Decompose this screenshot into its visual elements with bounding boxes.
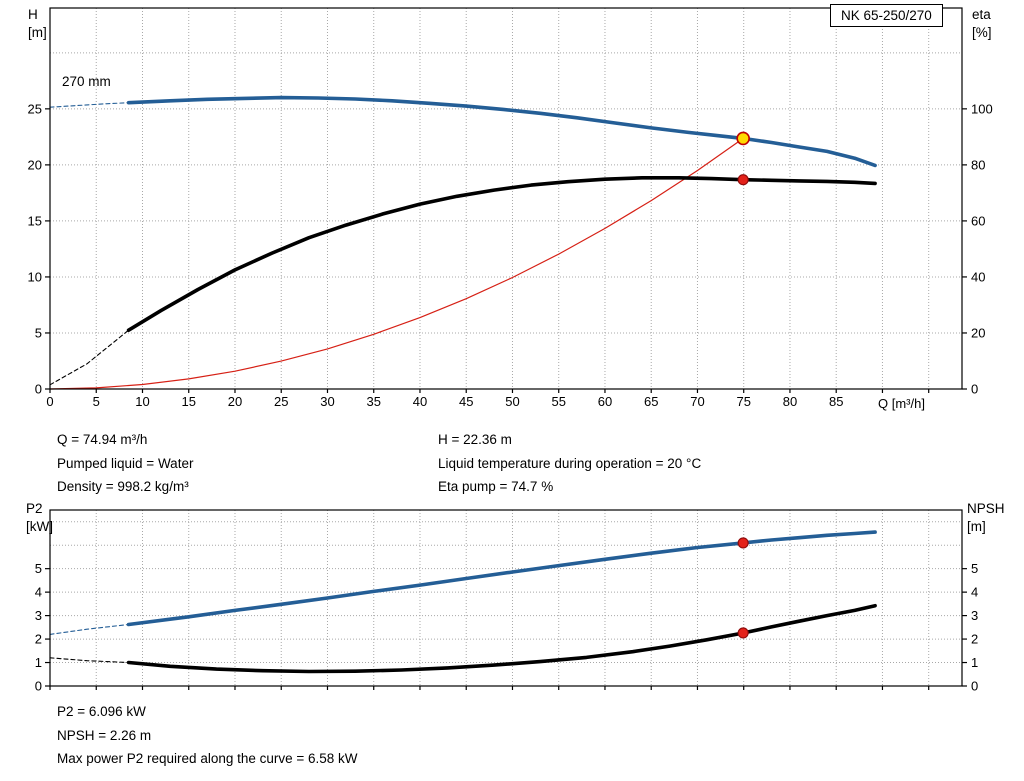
- p2-curve: [126, 530, 877, 627]
- plot-border: [49, 7, 963, 390]
- y-left-tick-label: 10: [28, 269, 42, 284]
- h-axis-label-symbol: H: [28, 7, 38, 22]
- y-left-tick-label: 0: [35, 679, 42, 694]
- y-left-tick-label: 4: [35, 585, 42, 600]
- head-curve-dashed: [49, 102, 130, 108]
- x-tick-label: 55: [551, 394, 565, 409]
- h-axis-label: H [m]: [28, 6, 47, 42]
- y-left-tick-label: 2: [35, 632, 42, 647]
- y-right-tick-label: 1: [971, 655, 978, 670]
- y-right-tick-label: 5: [971, 561, 978, 576]
- pump-type-box: NK 65-250/270: [830, 4, 943, 27]
- x-tick-label: 0: [46, 394, 53, 409]
- eta-duty-point: [737, 174, 749, 186]
- x-tick-label: 65: [644, 394, 658, 409]
- x-tick-label: 45: [459, 394, 473, 409]
- info-density: Density = 998.2 kg/m³: [57, 479, 189, 494]
- system-curve: [49, 137, 744, 390]
- info-eta-pump: Eta pump = 74.7 %: [438, 479, 554, 494]
- impeller-diameter-label: 270 mm: [62, 74, 111, 89]
- x-tick-label: 10: [135, 394, 149, 409]
- npsh-curve-dashed: [49, 657, 130, 664]
- y-left-tick-label: 1: [35, 655, 42, 670]
- y-left-tick-label: 20: [28, 157, 42, 172]
- x-tick-label: 35: [366, 394, 380, 409]
- y-right-tick-label: 60: [971, 213, 985, 228]
- footer-max-power: Max power P2 required along the curve = …: [57, 751, 358, 766]
- eta-curve: [126, 176, 877, 332]
- info-column-left: Q = 74.94 m³/h Pumped liquid = Water Den…: [57, 428, 193, 499]
- eta-axis-label: eta [%]: [972, 6, 992, 42]
- head-curve: [126, 95, 877, 168]
- x-tick-label: 5: [93, 394, 100, 409]
- y-right-tick-label: 40: [971, 269, 985, 284]
- eta-curve-dashed: [49, 329, 130, 386]
- x-tick-label: 15: [182, 394, 196, 409]
- x-tick-label: 40: [413, 394, 427, 409]
- x-tick-label: 85: [829, 394, 843, 409]
- x-tick-label: 25: [274, 394, 288, 409]
- y-right-tick-label: 4: [971, 585, 978, 600]
- info-liquid-temperature: Liquid temperature during operation = 20…: [438, 455, 702, 471]
- y-right-tick-label: 80: [971, 157, 985, 172]
- x-tick-label: 80: [783, 394, 797, 409]
- plot-border: [49, 509, 963, 687]
- p2-curve-dashed: [49, 623, 130, 635]
- info-head: H = 22.36 m: [438, 432, 512, 447]
- y-left-tick-label: 0: [35, 382, 42, 397]
- footer-npsh: NPSH = 2.26 m: [57, 727, 152, 743]
- footer-p2: P2 = 6.096 kW: [57, 704, 146, 719]
- head-duty-point: [736, 131, 750, 146]
- p2-axis-label: P2 [kW]: [26, 500, 53, 536]
- x-tick-label: 60: [598, 394, 612, 409]
- x-tick-label: 20: [228, 394, 242, 409]
- y-right-tick-label: 3: [971, 608, 978, 623]
- footer-results: P2 = 6.096 kW NPSH = 2.26 m Max power P2…: [57, 700, 358, 771]
- info-pumped-liquid: Pumped liquid = Water: [57, 455, 194, 471]
- eta-axis-label-unit: [%]: [972, 25, 992, 40]
- npsh-axis-label-symbol: NPSH: [967, 501, 1005, 516]
- y-right-tick-label: 0: [971, 382, 978, 397]
- h-axis-label-unit: [m]: [28, 25, 47, 40]
- npsh-curve: [126, 603, 877, 674]
- y-right-tick-label: 20: [971, 325, 985, 340]
- x-tick-label: 75: [736, 394, 750, 409]
- y-right-tick-label: 2: [971, 632, 978, 647]
- y-left-tick-label: 15: [28, 213, 42, 228]
- y-right-tick-label: 0: [971, 679, 978, 694]
- y-left-tick-label: 5: [35, 325, 42, 340]
- npsh-duty-point: [737, 627, 749, 639]
- y-left-tick-label: 25: [28, 101, 42, 116]
- y-right-tick-label: 100: [971, 101, 993, 116]
- p2-axis-label-unit: [kW]: [26, 519, 53, 534]
- eta-axis-label-symbol: eta: [972, 7, 991, 22]
- p2-duty-point: [737, 537, 749, 549]
- y-left-tick-label: 3: [35, 608, 42, 623]
- y-left-tick-label: 5: [35, 561, 42, 576]
- npsh-axis-label: NPSH [m]: [967, 500, 1005, 536]
- p2-axis-label-symbol: P2: [26, 501, 43, 516]
- npsh-axis-label-unit: [m]: [967, 519, 986, 534]
- q-axis-label: Q [m³/h]: [878, 396, 925, 411]
- x-tick-label: 70: [690, 394, 704, 409]
- info-column-right: H = 22.36 m Liquid temperature during op…: [438, 428, 701, 499]
- info-flow: Q = 74.94 m³/h: [57, 432, 148, 447]
- x-tick-label: 50: [505, 394, 519, 409]
- x-tick-label: 30: [320, 394, 334, 409]
